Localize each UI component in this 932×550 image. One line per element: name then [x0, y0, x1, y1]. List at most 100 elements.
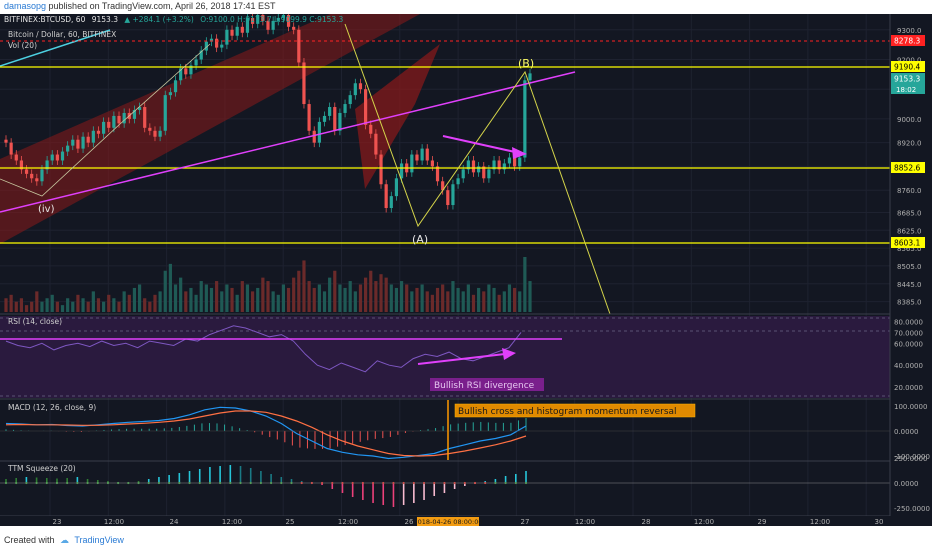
wave-path-yellow: [344, 23, 611, 315]
candle-body: [482, 166, 486, 179]
footer-created: Created with: [4, 535, 55, 545]
volume-bar: [507, 284, 512, 312]
badge-last: 9153.3: [894, 75, 920, 84]
candle-body: [55, 154, 59, 161]
time-cursor-label: 2018-04-26 08:00:00: [413, 518, 482, 526]
price-axis[interactable]: [890, 14, 932, 516]
footer-brand-link[interactable]: TradingView: [74, 535, 124, 545]
candle-body: [9, 142, 13, 155]
volume-bar: [502, 291, 506, 312]
candle-body: [250, 17, 255, 24]
volume-bar: [394, 287, 399, 312]
candle-body: [107, 121, 111, 128]
candle-body: [292, 26, 296, 30]
volume-bar: [143, 298, 147, 312]
time-tick-label: 12:00: [694, 518, 714, 526]
volume-bar: [384, 277, 388, 312]
volume-bar: [266, 281, 270, 312]
volume-bar: [112, 298, 116, 312]
candle-body: [220, 44, 224, 48]
rsi-tick-label: 20.0000: [894, 384, 923, 392]
volume-bar: [276, 294, 280, 312]
volume-bar: [518, 291, 522, 312]
candle-body: [112, 115, 116, 128]
candle-body: [117, 115, 121, 124]
candle-body: [50, 154, 54, 161]
volume-bar: [189, 287, 193, 312]
price-tick-label: 9200.0: [897, 56, 922, 64]
volume-bar: [297, 270, 301, 312]
wave-label-iv: (iv): [38, 204, 55, 215]
volume-bar: [425, 291, 429, 312]
candle-body: [379, 154, 383, 185]
candle-body: [333, 107, 337, 131]
volume-bar: [117, 301, 121, 312]
candle-body: [415, 154, 419, 161]
macd-ticks: 100.0000 0.0000 -100.0000: [894, 403, 930, 461]
candle-body: [338, 112, 342, 131]
candle-body: [143, 107, 147, 128]
volume-bar: [405, 284, 409, 312]
volume-bar: [389, 284, 393, 312]
candle-body: [441, 181, 445, 191]
volume-bar: [137, 284, 142, 312]
volume-bar: [209, 287, 214, 312]
candle-body: [240, 26, 244, 33]
volume-bar: [102, 301, 106, 312]
author-link[interactable]: damasopg: [4, 1, 47, 11]
volume-bar: [446, 291, 450, 312]
candle-body: [184, 68, 188, 75]
volume-bar: [461, 291, 465, 312]
symbol-text: BITFINEX:BTCUSD, 60: [4, 15, 86, 24]
volume-bar: [50, 294, 54, 312]
candle-body: [276, 17, 280, 21]
time-tick-label: 23: [53, 518, 62, 526]
time-tick-label: 27: [521, 518, 530, 526]
rsi-tick-label: 60.0000: [894, 340, 923, 348]
candle-body: [132, 109, 137, 119]
candle-body: [148, 127, 152, 131]
candle-body: [209, 38, 214, 42]
volume-bar: [399, 281, 404, 312]
volume-bar: [430, 294, 434, 312]
published-text: published on TradingView.com, April 26, …: [48, 1, 276, 11]
volume-bar: [96, 298, 101, 312]
candle-body: [81, 136, 85, 149]
badge-yellow-top-bg: [891, 61, 925, 72]
ttm-pane-title: TTM Squeeze (20): [7, 464, 76, 473]
volume-bar: [19, 298, 24, 312]
volume-bar: [420, 284, 424, 312]
candle-body: [245, 17, 250, 33]
volume-bar: [91, 291, 95, 312]
candle-body: [168, 92, 172, 96]
volume-bar: [153, 294, 157, 312]
chart-svg[interactable]: (iv) (A) (B) BITFINEX:BTCUSD, 60 9153.3 …: [0, 10, 932, 526]
macd-pane-title: MACD (12, 26, close, 9): [8, 403, 96, 412]
main-pane-title: Bitcoin / Dollar, 60, BITFINEX: [8, 30, 116, 39]
volume-bar: [312, 287, 316, 312]
candle-body: [158, 130, 162, 137]
candle-body: [35, 178, 39, 182]
volume-bar: [482, 291, 486, 312]
volume-bar: [271, 291, 275, 312]
candle-body: [215, 38, 219, 48]
candle-body: [523, 80, 527, 158]
chart-container[interactable]: (iv) (A) (B) BITFINEX:BTCUSD, 60 9153.3 …: [0, 10, 932, 526]
candle-body: [45, 160, 49, 170]
symbol-line: BITFINEX:BTCUSD, 60 9153.3 ▲ +284.1 (+3.…: [4, 15, 344, 24]
badge-yellow-mid: 8852.6: [894, 164, 920, 173]
volume-bar: [14, 301, 18, 312]
candle-body: [261, 14, 265, 21]
volume-bar: [30, 301, 34, 312]
volume-bar: [343, 287, 347, 312]
volume-bar: [199, 281, 203, 312]
price-tick-label: 8445.0: [897, 281, 922, 289]
candle-body: [30, 173, 34, 179]
badge-red-bg: [891, 35, 925, 46]
candle-body: [307, 104, 311, 131]
candle-body: [348, 95, 352, 105]
price-tick-label: 8920.0: [897, 140, 922, 148]
volume-bar: [66, 298, 70, 312]
time-tick-label: 12:00: [575, 518, 595, 526]
badge-yellow-mid-bg: [891, 162, 925, 173]
